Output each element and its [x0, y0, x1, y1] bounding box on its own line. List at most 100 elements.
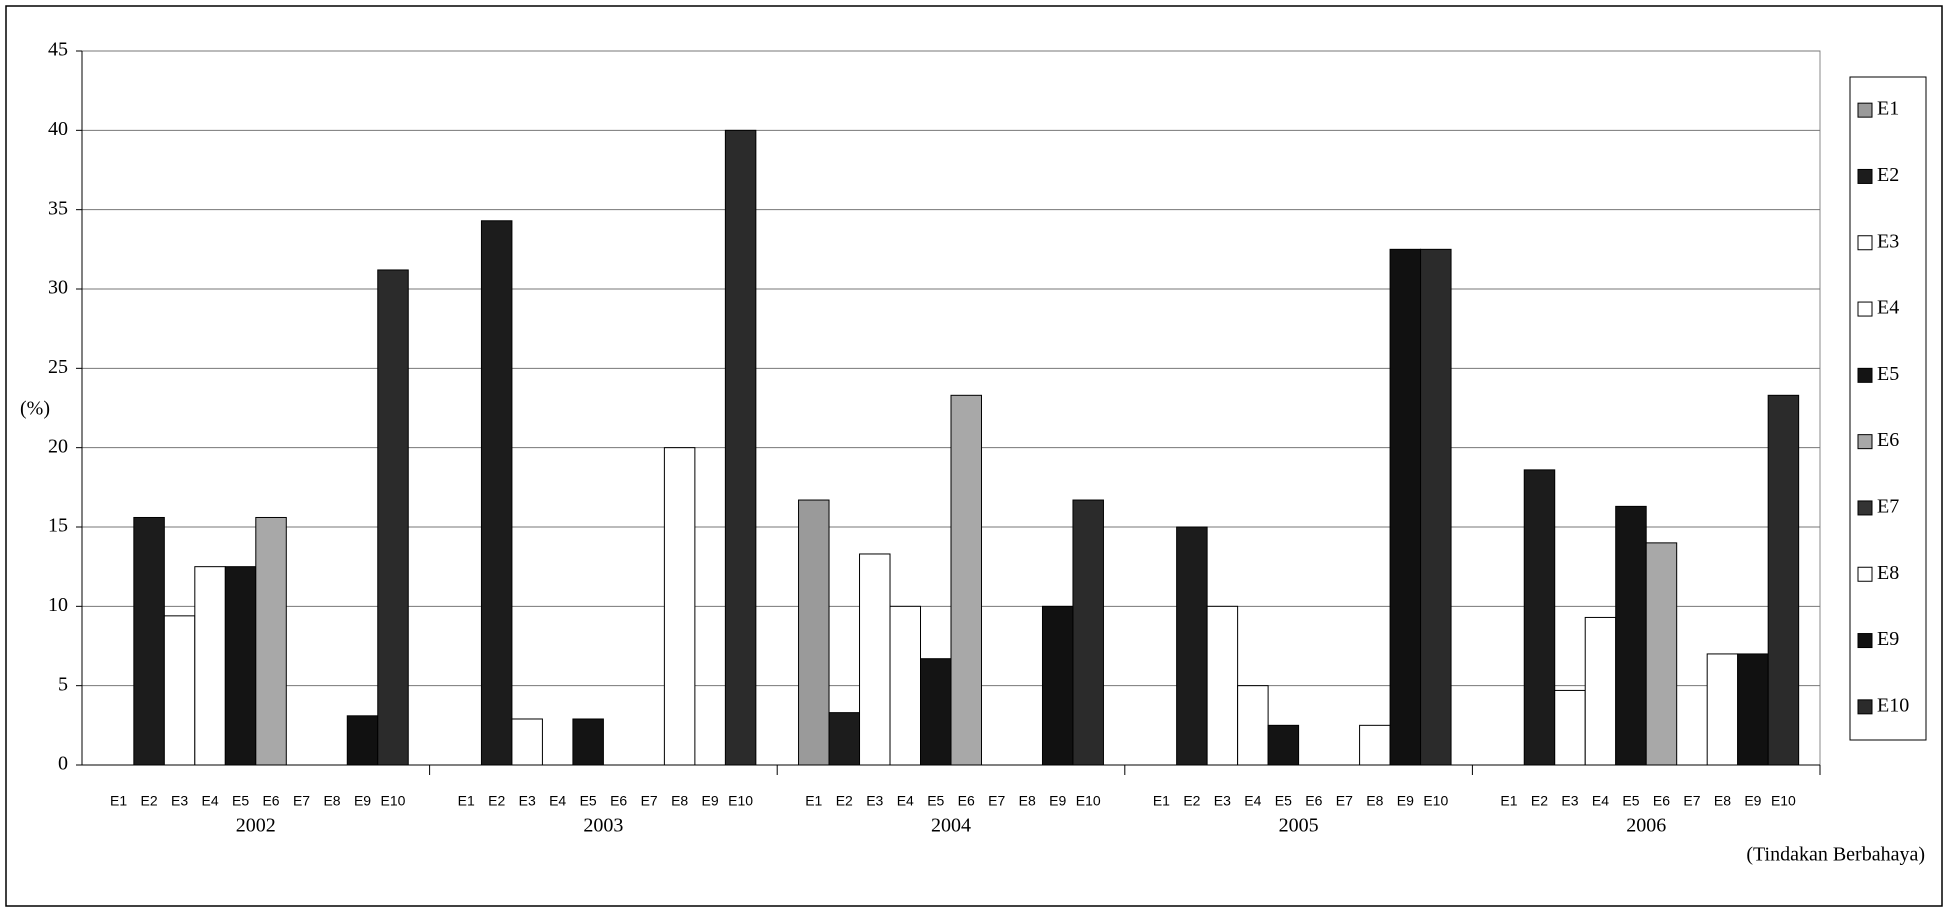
- legend-swatch: [1857, 301, 1873, 317]
- legend-label: E8: [1877, 562, 1899, 584]
- x-tick-label: E4: [897, 793, 914, 809]
- x-tick-label: E7: [293, 793, 310, 809]
- bar: [828, 712, 861, 766]
- y-tick-label: 15: [48, 515, 68, 537]
- legend-label: E3: [1877, 230, 1899, 252]
- bar: [1737, 653, 1769, 766]
- x-tick-label: E1: [1500, 793, 1517, 809]
- x-group-label: 2004: [931, 815, 971, 837]
- x-tick-label: E9: [1397, 793, 1414, 809]
- x-tick-label: E8: [323, 793, 340, 809]
- x-tick-label: E4: [1592, 793, 1609, 809]
- bar: [663, 447, 696, 766]
- y-axis-label: (%): [20, 398, 50, 420]
- x-tick-label: E7: [988, 793, 1005, 809]
- bar: [1767, 394, 1800, 766]
- legend-label: E7: [1877, 496, 1899, 518]
- bar: [1359, 724, 1391, 766]
- bar: [1267, 724, 1300, 766]
- x-group-label: 2006: [1626, 815, 1666, 837]
- x-tick-label: E5: [927, 793, 944, 809]
- x-tick-label: E3: [171, 793, 188, 809]
- legend-label: E1: [1877, 98, 1899, 120]
- x-tick-label: E8: [1366, 793, 1383, 809]
- x-tick-label: E5: [1275, 793, 1292, 809]
- x-tick-label: E6: [610, 793, 627, 809]
- bar: [798, 499, 830, 766]
- y-tick-label: 10: [48, 594, 68, 616]
- x-tick-label: E1: [805, 793, 822, 809]
- x-tick-label: E7: [1336, 793, 1353, 809]
- bar: [724, 129, 757, 766]
- bar: [163, 615, 196, 766]
- y-tick-label: 40: [48, 118, 68, 140]
- x-tick-label: E7: [1683, 793, 1700, 809]
- x-tick-label: E3: [1561, 793, 1578, 809]
- bar: [1237, 685, 1269, 766]
- x-tick-label: E8: [671, 793, 688, 809]
- bar: [133, 516, 165, 766]
- bar: [194, 566, 226, 766]
- x-tick-label: E3: [1214, 793, 1231, 809]
- legend-swatch: [1857, 566, 1873, 582]
- x-tick-label: E10: [1423, 793, 1448, 809]
- y-tick-label: 30: [48, 277, 68, 299]
- y-tick-label: 0: [58, 753, 68, 775]
- legend-label: E10: [1877, 694, 1909, 716]
- bar: [511, 718, 543, 766]
- legend-swatch: [1857, 500, 1873, 516]
- bar: [1584, 616, 1617, 766]
- bar: [1420, 248, 1452, 766]
- legend-box: [1849, 76, 1927, 741]
- x-tick-label: E2: [836, 793, 853, 809]
- bar: [1554, 689, 1586, 766]
- y-tick-label: 25: [48, 356, 68, 378]
- x-tick-label: E5: [232, 793, 249, 809]
- legend-swatch: [1857, 633, 1873, 649]
- chart-border: [5, 5, 1943, 907]
- x-tick-label: E3: [519, 793, 536, 809]
- x-tick-label: E5: [580, 793, 597, 809]
- x-tick-label: E4: [202, 793, 219, 809]
- bar: [377, 269, 409, 766]
- legend-swatch: [1857, 699, 1873, 715]
- x-tick-label: E10: [1076, 793, 1101, 809]
- x-tick-label: E9: [1744, 793, 1761, 809]
- bar: [480, 220, 513, 766]
- bar: [572, 718, 604, 766]
- y-tick-label: 5: [58, 673, 68, 695]
- legend-label: E2: [1877, 164, 1899, 186]
- legend-label: E4: [1877, 297, 1899, 319]
- x-tick-label: E9: [354, 793, 371, 809]
- x-tick-label: E10: [381, 793, 406, 809]
- y-tick-label: 35: [48, 197, 68, 219]
- x-tick-label: E4: [549, 793, 566, 809]
- x-group-label: 2003: [583, 815, 623, 837]
- legend-label: E9: [1877, 628, 1899, 650]
- bar: [1615, 505, 1647, 766]
- legend-swatch: [1857, 235, 1873, 251]
- x-tick-label: E6: [1305, 793, 1322, 809]
- x-tick-label: E1: [110, 793, 127, 809]
- legend-label: E6: [1877, 429, 1899, 451]
- x-tick-label: E2: [141, 793, 158, 809]
- x-tick-label: E6: [1653, 793, 1670, 809]
- x-tick-label: E9: [1049, 793, 1066, 809]
- y-tick-label: 45: [48, 39, 68, 61]
- x-tick-label: E6: [262, 793, 279, 809]
- x-tick-label: E6: [958, 793, 975, 809]
- x-tick-label: E3: [866, 793, 883, 809]
- bar: [346, 715, 379, 766]
- bar: [1206, 605, 1239, 766]
- x-group-label: 2002: [236, 815, 276, 837]
- x-tick-label: E10: [1771, 793, 1796, 809]
- bar: [255, 516, 287, 766]
- legend-swatch: [1857, 367, 1873, 383]
- x-tick-label: E1: [1153, 793, 1170, 809]
- bar: [920, 658, 952, 766]
- x-tick-label: E2: [1531, 793, 1548, 809]
- x-tick-label: E4: [1244, 793, 1261, 809]
- bar: [1645, 542, 1678, 766]
- x-axis-label: (Tindakan Berbahaya): [1746, 844, 1925, 866]
